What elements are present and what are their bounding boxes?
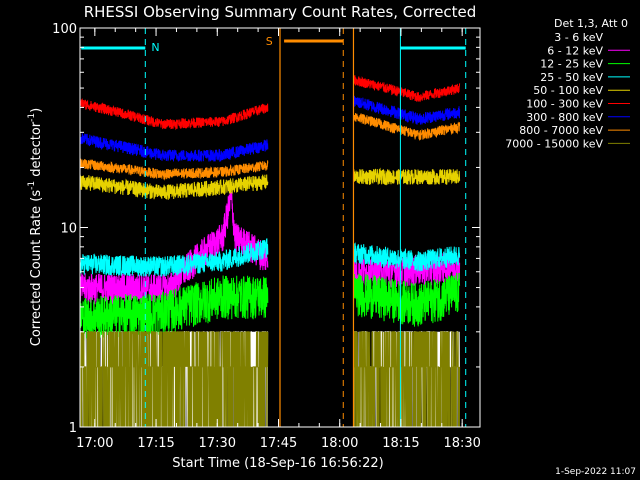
x-tick-label-6: 18:30 xyxy=(443,436,480,451)
series-trace-7-seg-1 xyxy=(353,113,461,141)
series-trace-8-seg-0 xyxy=(79,331,269,428)
plot-area: N S 1 10 100 17:00 17:15 17:30 17:45 18:00 18:15 18… xyxy=(52,22,481,451)
series-trace-1-seg-0 xyxy=(79,190,269,305)
legend-label-8: 7000 - 15000 keV xyxy=(505,137,603,150)
y-tick-label-2: 100 xyxy=(52,22,77,37)
series-trace-6-seg-1 xyxy=(353,95,461,125)
x-tick-label-2: 17:30 xyxy=(199,436,236,451)
series-trace-3-seg-0 xyxy=(79,238,269,277)
chart-title: RHESSI Observing Summary Count Rates, Co… xyxy=(84,3,477,21)
series-trace-2-seg-0 xyxy=(79,275,269,341)
series-trace-4-seg-0 xyxy=(79,174,269,200)
footer-timestamp: 1-Sep-2022 11:07 xyxy=(555,467,636,477)
y-tick-label-1: 10 xyxy=(60,222,77,237)
legend-label-3: 25 - 50 keV xyxy=(540,71,603,84)
legend-label-1: 6 - 12 keV xyxy=(547,44,603,57)
series-trace-8-seg-1 xyxy=(353,331,461,428)
y-axis-label-part3: ) xyxy=(29,108,44,113)
series-trace-2-seg-1 xyxy=(353,272,461,327)
x-tick-label-3: 17:45 xyxy=(260,436,297,451)
series-trace-5-seg-0 xyxy=(79,98,269,131)
y-axis-label-sup1: -1 xyxy=(27,181,37,190)
x-tick-label-5: 18:15 xyxy=(382,436,419,451)
series-trace-4-seg-1 xyxy=(353,167,461,186)
x-axis-label: Start Time (18-Sep-16 16:56:22) xyxy=(172,456,383,471)
series-trace-7-seg-0 xyxy=(79,158,269,181)
legend-title: Det 1,3, Att 0 xyxy=(554,17,628,30)
y-axis-label-part1: Corrected Count Rate (s xyxy=(29,190,44,347)
series-trace-3-seg-1 xyxy=(353,242,461,272)
y-axis-label: Corrected Count Rate (s-1 detector-1) xyxy=(27,108,44,346)
legend-label-5: 100 - 300 keV xyxy=(526,98,603,111)
x-tick-label-1: 17:15 xyxy=(137,436,174,451)
y-axis-label-part2: detector xyxy=(29,121,44,181)
y-tick-label-0: 1 xyxy=(69,421,77,436)
legend-label-7: 800 - 7000 keV xyxy=(519,124,603,137)
series-trace-6-seg-0 xyxy=(79,133,269,162)
legend-label-2: 12 - 25 keV xyxy=(540,58,603,71)
legend-label-6: 300 - 800 keV xyxy=(526,111,603,124)
legend-label-0: 3 - 6 keV xyxy=(554,31,603,44)
x-tick-label-0: 17:00 xyxy=(76,436,113,451)
saa-flag-label: S xyxy=(266,35,273,48)
night-flag-label: N xyxy=(151,41,159,54)
y-axis-label-sup2: -1 xyxy=(27,113,37,122)
legend-label-4: 50 - 100 keV xyxy=(533,84,603,97)
series-trace-5-seg-1 xyxy=(353,75,461,103)
x-tick-label-4: 18:00 xyxy=(321,436,358,451)
